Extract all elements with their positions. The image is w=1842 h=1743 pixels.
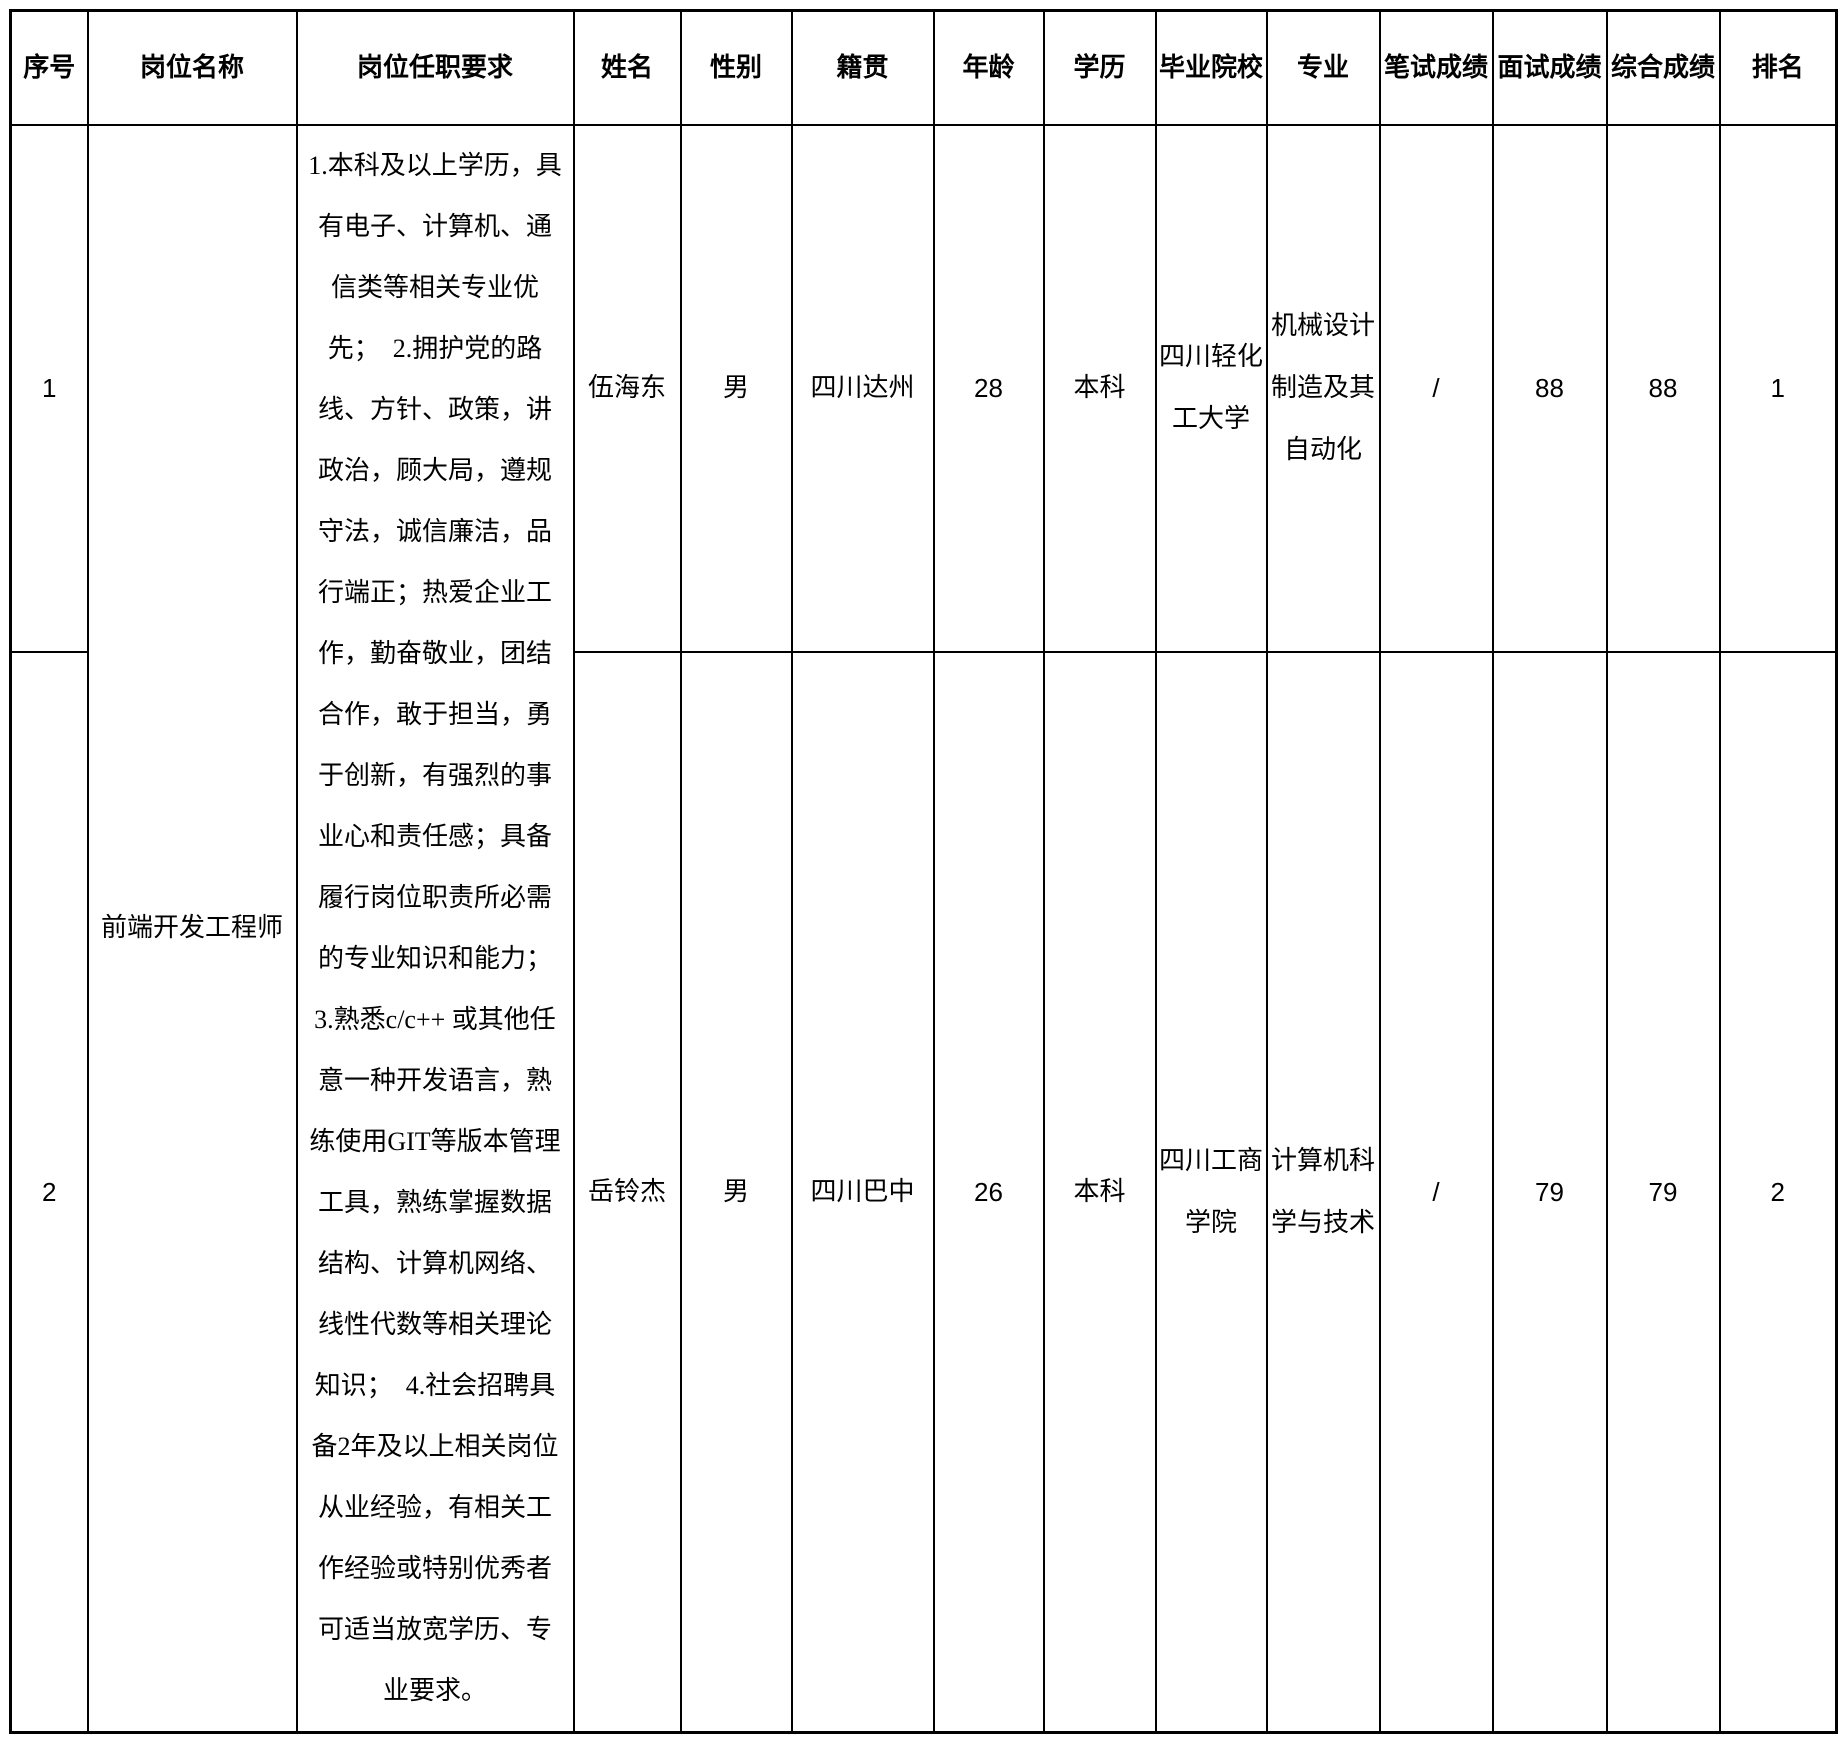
cell-overall-score-2: 79 bbox=[1605, 650, 1721, 1734]
col-header-age: 年龄 bbox=[932, 9, 1045, 126]
col-header-native-place: 籍贯 bbox=[790, 9, 935, 126]
cell-interview-score-2: 79 bbox=[1491, 650, 1608, 1734]
col-header-major: 专业 bbox=[1265, 9, 1381, 126]
col-header-gender: 性别 bbox=[679, 9, 793, 126]
cell-age-2: 26 bbox=[932, 650, 1045, 1734]
cell-overall-score-1: 88 bbox=[1605, 123, 1721, 653]
cell-position-name: 前端开发工程师 bbox=[86, 123, 298, 1734]
cell-native-place-2: 四川巴中 bbox=[790, 650, 935, 1734]
cell-interview-score-1: 88 bbox=[1491, 123, 1608, 653]
cell-gender-2: 男 bbox=[679, 650, 793, 1734]
cell-rank-2: 2 bbox=[1718, 650, 1838, 1734]
cell-name-2: 岳铃杰 bbox=[572, 650, 682, 1734]
data-row-2: 2 岳铃杰 男 四川巴中 26 本科 四川工商学院 计算机科学与技术 / 79 … bbox=[9, 650, 1838, 1734]
cell-gender-1: 男 bbox=[679, 123, 793, 653]
col-header-position-name: 岗位名称 bbox=[86, 9, 298, 126]
data-row-1: 1 前端开发工程师 1.本科及以上学历，具 有电子、计算机、通 信类等相关专业优… bbox=[9, 123, 1838, 1734]
cell-school-2: 四川工商学院 bbox=[1154, 650, 1268, 1734]
col-header-overall-score: 综合成绩 bbox=[1605, 9, 1721, 126]
cell-written-score-2: / bbox=[1378, 650, 1494, 1734]
col-header-interview-score: 面试成绩 bbox=[1491, 9, 1608, 126]
cell-written-score-1: / bbox=[1378, 123, 1494, 653]
cell-rank-1: 1 bbox=[1718, 123, 1838, 653]
cell-serial-1: 1 bbox=[9, 123, 89, 653]
col-header-rank: 排名 bbox=[1718, 9, 1838, 126]
col-header-position-requirements: 岗位任职要求 bbox=[295, 9, 575, 126]
col-header-written-score: 笔试成绩 bbox=[1378, 9, 1494, 126]
cell-native-place-1: 四川达州 bbox=[790, 123, 935, 653]
header-row: 序号 岗位名称 岗位任职要求 姓名 性别 籍贯 年龄 学历 毕业院校 专业 笔试… bbox=[9, 9, 1838, 126]
col-header-school: 毕业院校 bbox=[1154, 9, 1268, 126]
cell-education-1: 本科 bbox=[1042, 123, 1157, 653]
col-header-serial: 序号 bbox=[9, 9, 89, 126]
col-header-name: 姓名 bbox=[572, 9, 682, 126]
cell-major-1: 机械设计制造及其自动化 bbox=[1265, 123, 1381, 653]
cell-age-1: 28 bbox=[932, 123, 1045, 653]
col-header-education: 学历 bbox=[1042, 9, 1157, 126]
cell-education-2: 本科 bbox=[1042, 650, 1157, 1734]
cell-school-1: 四川轻化工大学 bbox=[1154, 123, 1268, 653]
cell-serial-2: 2 bbox=[9, 650, 89, 1734]
cell-major-2: 计算机科学与技术 bbox=[1265, 650, 1381, 1734]
cell-name-1: 伍海东 bbox=[572, 123, 682, 653]
recruitment-results-table: 序号 岗位名称 岗位任职要求 姓名 性别 籍贯 年龄 学历 毕业院校 专业 笔试… bbox=[9, 9, 1838, 1734]
cell-position-requirements: 1.本科及以上学历，具 有电子、计算机、通 信类等相关专业优 先； 2.拥护党的… bbox=[295, 123, 575, 1734]
